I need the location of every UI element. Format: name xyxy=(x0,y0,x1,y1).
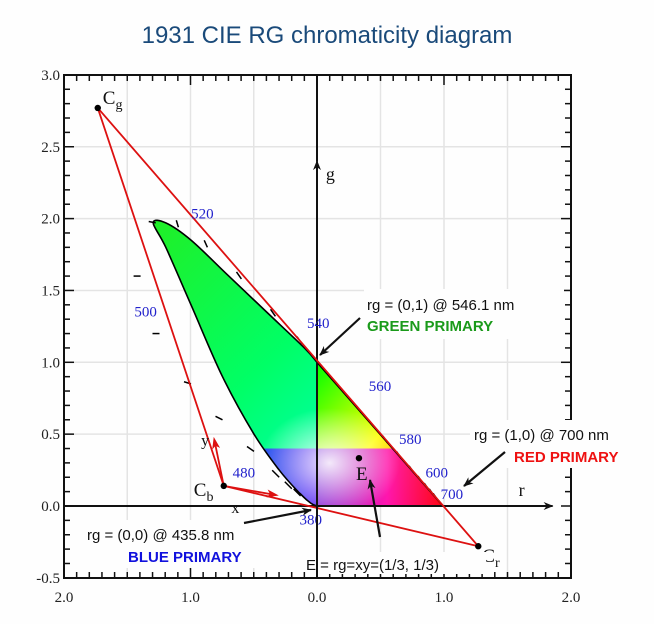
wavelength-label: 700 xyxy=(441,487,464,503)
wavelength-label: 520 xyxy=(191,207,214,223)
annotation-bg xyxy=(70,520,284,568)
x-tick-label: 2.0 xyxy=(55,590,74,606)
annotation-green-primary: GREEN PRIMARY xyxy=(367,318,493,335)
point-label-main: C xyxy=(194,480,207,501)
point-Cb xyxy=(220,482,227,490)
point-label-sub: b xyxy=(206,490,213,505)
annotation-bg xyxy=(470,420,654,468)
x-tick-label: 2.0 xyxy=(562,590,581,606)
x-axis-arrow xyxy=(223,484,279,498)
annotation-red-arrow xyxy=(463,451,506,487)
axis-label-r: r xyxy=(519,480,525,500)
wavelength-label: 380 xyxy=(299,513,322,529)
point-label-sub: g xyxy=(115,98,122,113)
locus-tick xyxy=(215,415,223,421)
wavelength-label: 500 xyxy=(134,304,157,320)
point-Cg xyxy=(94,104,101,112)
point-label-sub: r xyxy=(495,556,500,571)
locus-tick xyxy=(148,220,156,224)
locus-tick xyxy=(299,492,308,501)
annotations: rg = (0,1) @ 546.1 nm GREEN PRIMARY rg = (… xyxy=(70,289,654,578)
locus-tick xyxy=(284,481,293,490)
point-label-main: E xyxy=(356,464,368,485)
axis-label-y: y xyxy=(201,433,209,450)
y-tick-label: 1.5 xyxy=(41,283,60,299)
annotation-bg xyxy=(364,289,564,339)
spectral-locus-fill xyxy=(133,219,445,507)
point-label-main: C xyxy=(103,88,116,109)
locus-tick xyxy=(203,240,209,248)
x-tick-label: 0.0 xyxy=(308,590,327,606)
wavelength-label: 580 xyxy=(399,432,422,448)
annotation-e-arrow xyxy=(367,479,382,538)
y-tick-label: 0.5 xyxy=(41,427,60,443)
primaries-triangle xyxy=(96,107,481,548)
y-tick-label: 1.0 xyxy=(41,355,60,371)
annotation-red-primary: RED PRIMARY xyxy=(514,449,618,466)
locus-tick xyxy=(175,220,180,228)
annotation-blue-arrow xyxy=(243,507,312,525)
annotation-e-text: E = rg=xy=(1/3, 1/3) xyxy=(306,557,439,574)
x-tick-label: 1.0 xyxy=(181,590,200,606)
point-label-E: E xyxy=(356,464,368,485)
y-tick-label: -0.5 xyxy=(36,571,60,587)
annotation-red-text: rg = (1,0) @ 700 nm xyxy=(474,427,609,444)
locus-tick xyxy=(235,271,243,280)
annotation-green-arrow xyxy=(319,317,361,356)
triangle-outline xyxy=(96,107,481,548)
point-label-Cg: Cg xyxy=(103,88,123,113)
axis-label-g: g xyxy=(326,164,335,184)
y-tick-label: 2.5 xyxy=(41,140,60,156)
point-label-Cb: Cb xyxy=(194,480,214,505)
wavelength-label: 480 xyxy=(233,465,256,481)
locus-tick xyxy=(246,445,255,453)
point-Cr xyxy=(475,543,482,550)
y-tick-label: 0.0 xyxy=(41,499,60,515)
annotation-green-text: rg = (0,1) @ 546.1 nm xyxy=(367,297,514,314)
locus-tick xyxy=(269,308,277,317)
wavelength-label: 560 xyxy=(369,379,392,395)
annotation-blue-text: rg = (0,0) @ 435.8 nm xyxy=(87,527,234,544)
locus-tick xyxy=(271,469,280,478)
annotation-bg xyxy=(321,552,486,574)
wavelength-label: 540 xyxy=(307,316,330,332)
y-tick-label: 3.0 xyxy=(41,68,60,84)
chart-title: 1931 CIE RG chromaticity diagram xyxy=(141,22,513,49)
x-tick-label: 1.0 xyxy=(435,590,454,606)
spectral-locus-outline xyxy=(152,219,445,507)
wavelength-label: 600 xyxy=(425,465,448,481)
locus-colors xyxy=(153,220,443,506)
y-tick-label: 2.0 xyxy=(41,212,60,228)
tick-labels: 3.0 2.5 2.0 1.5 1.0 0.5 0.0 -0.5 2.0 1.0 0.0 1.0 2.0… xyxy=(36,68,580,606)
axis-label-x: x xyxy=(231,500,239,517)
y-axis-arrow xyxy=(212,436,225,487)
annotation-blue-primary: BLUE PRIMARY xyxy=(128,549,242,566)
point-E xyxy=(355,454,363,462)
locus-white-region xyxy=(259,407,400,506)
locus-tick xyxy=(293,488,302,497)
